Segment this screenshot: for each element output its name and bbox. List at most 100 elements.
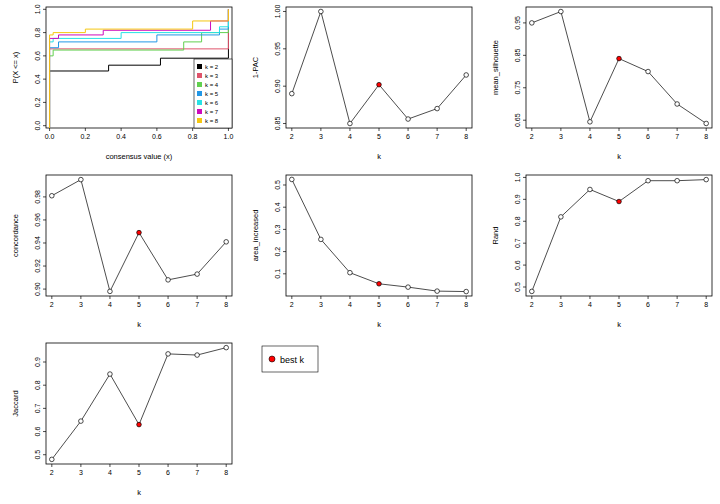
x-tick-label: 4 [348, 301, 352, 308]
x-tick-label: 4 [588, 133, 592, 140]
x-tick [49, 128, 50, 131]
x-tick [560, 128, 561, 131]
metric-line [532, 180, 706, 292]
metric-point [588, 187, 593, 192]
best-k-legend: best k [262, 346, 318, 372]
metric-point [406, 285, 411, 290]
y-tick [283, 11, 286, 12]
x-tick [437, 128, 438, 131]
metric-point [195, 353, 200, 358]
plot-frame [526, 7, 712, 128]
y-tick-label: 0.5 [514, 282, 521, 292]
legend-label: k = 7 [205, 109, 219, 115]
x-tick-label: 7 [435, 133, 439, 140]
metric-point [464, 73, 469, 78]
metric-point [704, 177, 709, 182]
x-tick [197, 464, 198, 467]
x-tick-label: 8 [464, 301, 468, 308]
x-tick-label: 0.4 [116, 133, 126, 140]
y-tick [523, 22, 526, 23]
y-tick [43, 102, 46, 103]
x-tick-label: 0.8 [188, 133, 198, 140]
x-tick [531, 128, 532, 131]
y-tick-label: 0.1 [274, 269, 281, 279]
x-tick [648, 296, 649, 299]
x-tick-label: 7 [195, 301, 199, 308]
metric-point [646, 69, 651, 74]
y-tick-label: 0.7 [34, 403, 41, 413]
metric-point [166, 278, 171, 283]
data-layer [50, 9, 229, 128]
metric-point [290, 91, 295, 96]
metric-point [559, 215, 564, 220]
metric-point [79, 177, 84, 182]
x-tick [80, 464, 81, 467]
metric-point [675, 102, 680, 107]
metric-point [704, 121, 709, 126]
y-tick [43, 431, 46, 432]
x-tick [706, 128, 707, 131]
x-tick [228, 128, 229, 131]
y-tick [283, 273, 286, 274]
legend-label: k = 8 [205, 118, 219, 124]
x-tick-label: 5 [377, 133, 381, 140]
y-tick [43, 385, 46, 386]
y-tick [283, 48, 286, 49]
y-tick-label: 0.3 [274, 224, 281, 234]
legend-swatch [197, 82, 202, 87]
panel: 23456780.900.920.940.960.98kconcordance [11, 175, 232, 329]
x-tick [51, 296, 52, 299]
panel: 23456780.50.60.70.80.9kJaccard [11, 343, 232, 497]
x-tick-label: 4 [588, 301, 592, 308]
y-tick [283, 207, 286, 208]
y-tick [523, 243, 526, 244]
x-tick-label: 5 [617, 301, 621, 308]
x-tick [320, 296, 321, 299]
y-tick [523, 120, 526, 121]
x-tick-label: 0.6 [152, 133, 162, 140]
panel: 23456780.850.900.951.00k1-PAC [251, 5, 472, 161]
metric-point [108, 289, 113, 294]
x-tick-label: 2 [290, 133, 294, 140]
data-layer [530, 177, 709, 293]
legend-box [262, 346, 318, 372]
x-tick-label: 8 [704, 301, 708, 308]
y-tick [523, 287, 526, 288]
y-tick-label: 0.6 [34, 51, 41, 61]
y-tick [283, 86, 286, 87]
legend-label: k = 4 [205, 82, 219, 88]
ecdf-line [50, 9, 229, 128]
y-tick [43, 362, 46, 363]
x-tick-label: 4 [348, 133, 352, 140]
metric-line [52, 180, 226, 292]
y-tick [283, 229, 286, 230]
x-tick-label: 3 [319, 133, 323, 140]
metric-point [406, 117, 411, 122]
x-tick [226, 464, 227, 467]
y-axis-label: P(X <= x) [11, 51, 20, 83]
x-tick [85, 128, 86, 131]
x-tick [648, 128, 649, 131]
x-tick [531, 296, 532, 299]
y-tick-label: 0.90 [34, 282, 41, 296]
legend-label: best k [280, 355, 305, 365]
x-axis-label: consensus value (x) [106, 152, 173, 161]
metric-point [224, 240, 229, 245]
x-tick [379, 128, 380, 131]
x-tick [197, 296, 198, 299]
x-tick [80, 296, 81, 299]
x-tick-label: 7 [195, 469, 199, 476]
x-tick [408, 296, 409, 299]
y-tick-label: 0.5 [34, 450, 41, 460]
x-tick [408, 128, 409, 131]
x-tick-label: 2 [50, 301, 54, 308]
metric-point [108, 372, 113, 377]
metric-point [319, 9, 324, 14]
x-tick-label: 3 [79, 301, 83, 308]
y-tick [43, 79, 46, 80]
legend-label: k = 2 [205, 64, 219, 70]
x-tick [168, 296, 169, 299]
metric-point [675, 178, 680, 183]
legend-swatch [197, 73, 202, 78]
x-tick-label: 8 [704, 133, 708, 140]
